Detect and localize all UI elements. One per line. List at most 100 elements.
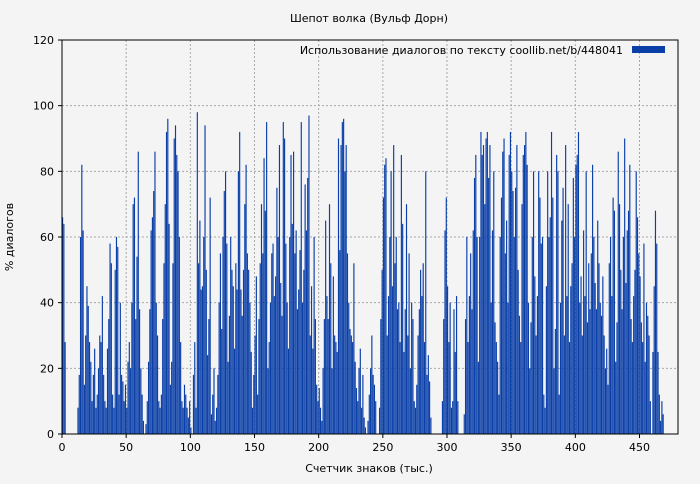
bar [350,335,352,434]
bar [522,154,524,434]
bar [185,394,187,434]
bar [565,145,567,435]
bar [327,319,329,434]
bar [554,328,556,434]
bar [81,164,83,434]
bar [254,335,256,434]
bar [249,302,251,434]
bar [639,276,641,434]
bar [463,414,465,434]
bar [482,145,485,435]
bar [213,368,215,434]
bar [467,342,469,434]
bar [290,154,292,434]
bar [180,342,182,434]
bar [535,335,537,434]
bar [603,335,605,434]
bar [237,171,239,435]
bar [287,348,290,434]
bar [103,374,105,434]
bar [343,118,345,435]
bar [164,204,166,434]
bar [400,154,402,434]
bar [660,420,662,434]
bar [298,289,300,434]
bar [334,335,336,434]
bar [332,276,334,434]
bar [104,401,106,434]
bar [395,237,397,434]
bar [77,407,79,434]
bar [525,131,527,434]
bar [207,355,209,434]
bar [389,237,391,434]
bar [221,328,223,434]
bar [621,309,623,434]
bar [203,237,205,434]
bar [113,407,115,434]
bar [499,237,501,434]
bar [524,145,526,435]
bar [445,197,447,434]
bar [112,394,114,434]
bar [495,342,497,434]
bar [481,154,483,434]
bar [312,348,314,434]
bar [443,319,445,434]
bar [340,145,342,435]
bar [589,309,591,434]
bar [479,237,481,434]
bar [86,286,88,434]
bar [122,381,124,434]
bar [394,263,396,434]
bar [114,269,116,434]
bar [386,335,388,434]
bar [586,322,589,434]
bar [280,282,282,434]
bar [299,250,301,434]
bar [447,286,449,434]
bar [617,151,619,434]
bar [296,309,299,434]
bar [346,253,349,434]
bar [643,243,645,434]
bar [387,296,390,434]
bar [88,342,91,434]
bar [259,263,261,434]
bar [78,374,80,434]
bar [423,342,426,434]
bar [567,204,569,434]
bar [654,210,657,434]
bar [548,237,550,434]
x-tick-label: 400 [565,441,586,454]
bar [412,319,414,434]
bar [598,263,600,434]
bar [581,335,583,434]
legend-label: Использование диалогов по тексту coollib… [300,44,623,57]
bar [325,220,327,434]
bar [506,220,508,434]
bar [553,368,555,434]
bar [194,342,196,434]
bar [284,138,286,434]
bar [282,122,284,434]
bar [384,164,386,434]
bar [572,177,574,434]
bar [246,253,248,434]
bar [316,384,318,434]
bar [491,230,494,434]
bar [500,197,503,434]
bar [263,158,265,434]
bar [357,401,359,434]
bar [240,289,242,434]
y-tick-label: 20 [40,362,54,375]
bar [230,237,232,434]
bar [486,131,488,434]
bar [520,342,522,434]
bar [644,361,646,434]
bar [198,263,200,434]
bar [403,351,405,434]
bar [317,401,319,434]
legend-swatch [632,46,665,53]
